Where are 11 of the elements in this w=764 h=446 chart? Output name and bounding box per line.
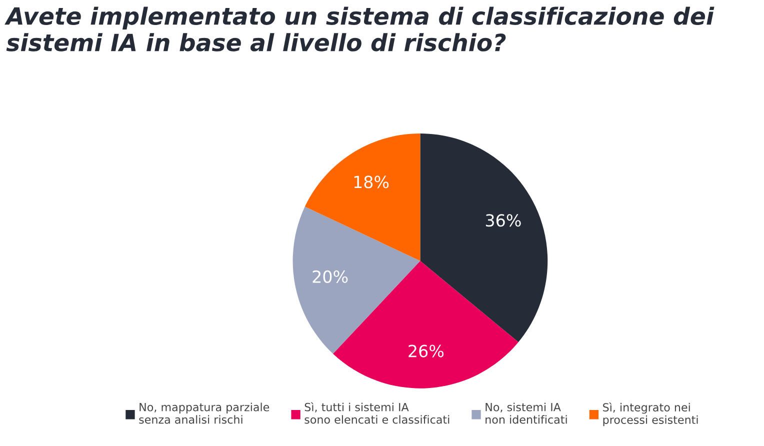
legend-label: Sì, integrato nei processi esistenti (603, 402, 698, 426)
data-label: 18% (354, 176, 389, 188)
legend-label: Sì, tutti i sistemi IA sono elencati e classificati (304, 402, 450, 424)
chart-title: Avete implementato un sistema di classificazione dei sistemi IA in base al livello di rischio? (4, 6, 714, 52)
legend-label: No, mappatura parziale senza analisi rischi (139, 402, 270, 424)
data-label: 36% (486, 214, 521, 227)
legend-label: No, sistemi IA non identificati (486, 402, 567, 424)
pie-slice (304, 133, 420, 261)
pie-slice (420, 133, 548, 342)
data-label: 20% (312, 270, 348, 283)
data-label: 26% (408, 344, 444, 358)
